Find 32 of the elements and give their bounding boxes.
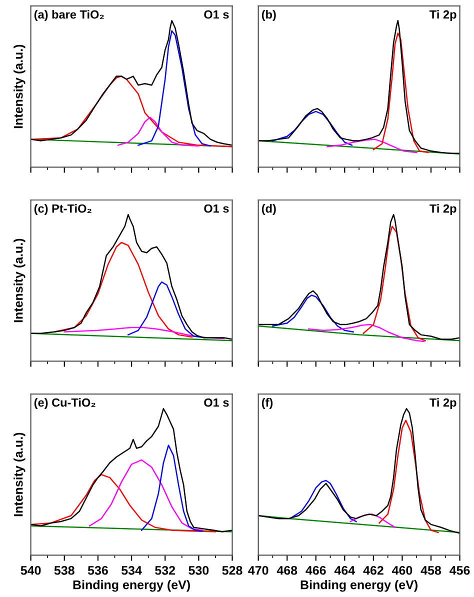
annotation: Ti 2p — [430, 204, 456, 216]
x-tick-label: 534 — [121, 566, 142, 575]
x-tick-label: 460 — [392, 566, 412, 575]
x-tick-label: 538 — [54, 566, 74, 575]
annotation: (b) — [262, 10, 276, 22]
x-tick-label: 456 — [450, 566, 470, 575]
x-tick-label: 464 — [334, 566, 356, 575]
x-tick-label: 462 — [363, 566, 384, 575]
x-tick-label: 466 — [306, 566, 326, 575]
x-tick-label: 468 — [276, 566, 298, 575]
x-tick-label: 528 — [222, 566, 242, 575]
y-axis-title: Intensity (a.u.) — [14, 432, 26, 516]
x-tick-label: 470 — [248, 566, 268, 575]
annotation: (a) bare TiO₂ — [34, 10, 104, 22]
x-tick-label: 532 — [155, 566, 176, 575]
x-tick-label: 458 — [420, 566, 442, 575]
annotation: (f) — [262, 398, 273, 410]
text: (c) Pt-TiO₂ — [34, 204, 92, 216]
annotation: (e) Cu-TiO₂ — [34, 398, 96, 410]
x-tick-label: 530 — [188, 566, 209, 575]
annotation: Ti 2p — [430, 398, 456, 410]
annotation: Ti 2p — [430, 10, 456, 22]
text: O1 s — [204, 204, 229, 213]
x-tick-label: 536 — [88, 566, 108, 575]
y-axis-title: Intensity (a.u.) — [14, 238, 26, 322]
y-axis-title: Intensity (a.u.) — [14, 44, 26, 128]
text: O1 s — [204, 398, 229, 407]
x-tick-label: 540 — [20, 566, 41, 575]
text: O1 s — [204, 10, 229, 19]
annotation: (d) — [262, 204, 276, 216]
x-axis-title: Binding energy (eV) — [73, 580, 190, 592]
x-axis-title: Binding energy (eV) — [300, 580, 418, 592]
